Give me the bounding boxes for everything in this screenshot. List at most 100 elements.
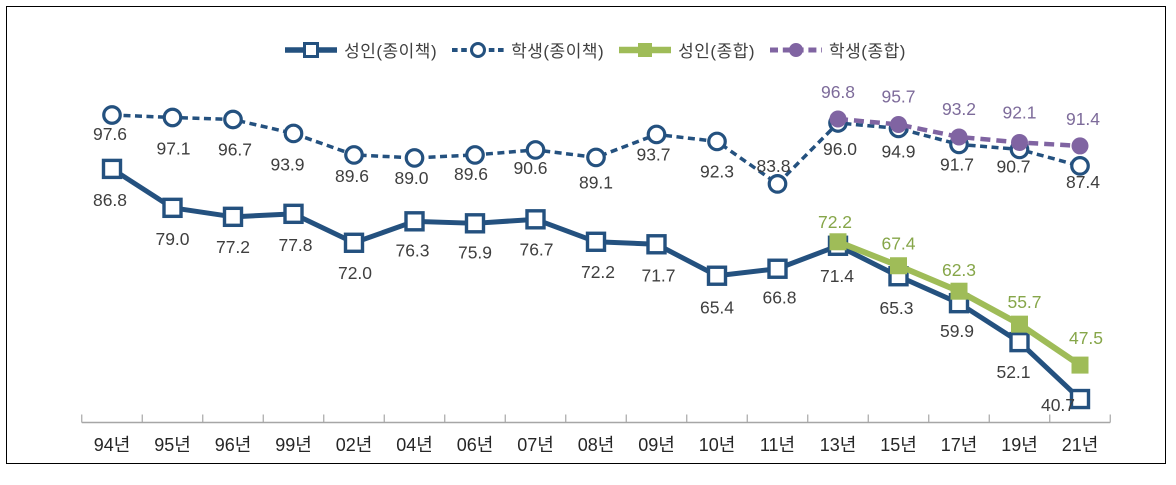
data-point-label-student-combined: 95.7 — [881, 86, 915, 106]
chart-frame: 성인(종이책) 학생(종이책) 성인(종합) 학생(종합) 94년 95년 96년 99년 0… — [6, 6, 1166, 464]
data-point-label-adult-paper: 40.7 — [1041, 395, 1075, 415]
data-point-label-student-paper: 97.6 — [93, 124, 127, 144]
data-point-marker-student-paper — [102, 105, 122, 125]
legend-label-student-paper: 학생(종이책) — [511, 42, 605, 61]
data-point-label-adult-paper: 86.8 — [93, 190, 127, 210]
legend-label-student-combined: 학생(종합) — [829, 42, 906, 61]
data-point-label-student-paper: 96.7 — [218, 139, 252, 159]
legend-item-adult-combined: 성인(종합) — [618, 37, 755, 62]
legend-label-adult-paper: 성인(종이책) — [344, 42, 438, 61]
line-chart: 94년 95년 96년 99년 02년 04년 06년 07년 08년 09년 10년 11년 13년 1… — [81, 82, 1111, 455]
data-point-label-adult-paper: 76.3 — [395, 240, 429, 260]
data-point-marker-adult-paper — [101, 158, 123, 180]
data-point-marker-student-combined — [950, 128, 968, 146]
legend-marker-student-paper — [452, 41, 505, 58]
legend-item-student-paper: 학생(종이책) — [451, 37, 604, 62]
data-point-label-student-paper: 83.8 — [756, 156, 790, 176]
data-point-marker-student-paper — [525, 140, 546, 160]
data-point-label-adult-paper: 75.9 — [458, 242, 492, 262]
legend-item-student-combined: 학생(종합) — [769, 37, 906, 62]
data-point-marker-student-paper — [404, 148, 425, 168]
x-axis-label: 19년 — [1001, 435, 1038, 455]
data-point-label-adult-paper: 65.4 — [700, 298, 734, 318]
data-point-marker-adult-paper — [525, 209, 546, 230]
x-axis-label: 21년 — [1062, 435, 1099, 455]
data-point-label-adult-paper: 76.7 — [519, 239, 553, 259]
series-adult-paper: 86.8 79.0 77.2 77.8 72.0 76.3 75.9 76.7 72.2 71.7… — [93, 158, 1091, 415]
data-point-label-student-paper: 93.9 — [270, 154, 304, 174]
data-point-marker-student-paper — [1070, 156, 1090, 176]
data-point-label-student-combined: 93.2 — [942, 99, 976, 119]
data-point-label-student-paper: 97.1 — [156, 138, 190, 158]
data-point-marker-student-paper — [344, 145, 364, 165]
series-line-student-combined — [837, 116, 1081, 149]
chart-legend: 성인(종이책) 학생(종이책) 성인(종합) 학생(종합) — [7, 37, 1176, 62]
data-point-marker-adult-combined — [1071, 356, 1089, 374]
data-point-marker-adult-paper — [162, 197, 183, 219]
x-axis-label: 13년 — [820, 435, 857, 455]
data-point-marker-adult-combined — [890, 257, 907, 275]
x-axis-label: 02년 — [336, 435, 373, 455]
data-point-label-adult-paper: 72.2 — [581, 262, 615, 282]
data-point-label-student-combined: 92.1 — [1002, 102, 1036, 122]
series-student-combined: 96.8 95.7 93.2 92.1 91.4 — [821, 82, 1100, 155]
data-point-label-adult-combined: 47.5 — [1069, 328, 1103, 348]
data-point-label-student-paper: 87.4 — [1066, 172, 1100, 192]
data-point-label-student-paper: 89.1 — [579, 172, 613, 192]
x-axis-label: 08년 — [578, 435, 615, 455]
x-axis-label: 15년 — [880, 435, 917, 455]
data-point-marker-student-paper — [162, 107, 183, 128]
data-point-marker-adult-paper — [767, 258, 788, 279]
x-axis-label: 06년 — [457, 435, 494, 455]
legend-marker-student-combined — [770, 42, 823, 57]
data-point-marker-student-paper — [586, 147, 606, 168]
x-axis-label: 11년 — [760, 435, 795, 455]
data-point-marker-adult-paper — [1009, 331, 1030, 353]
data-point-label-student-paper: 96.0 — [823, 139, 857, 159]
data-point-marker-adult-paper — [706, 265, 728, 286]
x-axis-label: 95년 — [154, 435, 191, 455]
data-point-marker-student-paper — [707, 131, 727, 152]
data-point-marker-student-paper — [767, 174, 788, 194]
data-point-label-adult-paper: 72.0 — [338, 263, 372, 283]
data-point-marker-student-paper — [283, 123, 304, 144]
data-point-label-adult-paper: 66.8 — [762, 288, 796, 308]
data-point-label-student-paper: 94.9 — [881, 141, 915, 161]
legend-item-adult-paper: 성인(종이책) — [284, 37, 437, 62]
data-point-marker-student-paper — [223, 109, 243, 130]
data-point-marker-adult-combined — [950, 282, 968, 300]
data-point-label-student-combined: 96.8 — [821, 82, 855, 102]
x-axis-label: 94년 — [94, 435, 131, 455]
data-point-label-adult-paper: 77.2 — [216, 237, 250, 257]
data-point-marker-adult-combined — [1011, 315, 1028, 333]
x-axis-label: 07년 — [517, 435, 554, 455]
series-line-student-paper — [111, 113, 1081, 186]
data-point-marker-student-combined — [890, 115, 907, 133]
x-axis-label: 96년 — [215, 435, 252, 455]
data-point-marker-adult-paper — [222, 206, 244, 228]
data-point-label-student-paper: 89.6 — [454, 164, 488, 184]
data-point-marker-student-combined — [1071, 137, 1089, 155]
data-point-label-adult-paper: 71.4 — [820, 266, 854, 286]
data-point-label-adult-paper: 71.7 — [641, 265, 675, 285]
data-point-label-student-paper: 91.7 — [940, 154, 974, 174]
series-adult-combined: 72.2 67.4 62.3 55.7 47.5 — [818, 212, 1103, 374]
data-point-label-student-paper: 89.0 — [394, 168, 428, 188]
data-point-label-adult-combined: 72.2 — [818, 212, 852, 232]
data-point-label-student-paper: 90.7 — [996, 156, 1030, 176]
data-point-marker-adult-paper — [404, 211, 425, 232]
data-point-marker-adult-combined — [829, 233, 847, 251]
x-axis-label: 04년 — [396, 435, 433, 455]
legend-marker-adult-combined — [619, 42, 672, 57]
data-point-label-adult-paper: 59.9 — [940, 321, 974, 341]
data-point-marker-student-combined — [1011, 133, 1028, 151]
data-point-marker-adult-paper — [283, 203, 304, 225]
x-axis-label: 17년 — [941, 435, 978, 455]
legend-marker-adult-paper — [285, 41, 338, 58]
x-axis-label: 09년 — [638, 435, 675, 455]
data-point-marker-student-paper — [646, 124, 667, 145]
x-axis-label: 10년 — [699, 435, 736, 455]
data-point-label-student-paper: 93.7 — [636, 144, 670, 164]
data-point-label-adult-combined: 55.7 — [1007, 292, 1041, 312]
legend-label-adult-combined: 성인(종합) — [678, 42, 756, 61]
